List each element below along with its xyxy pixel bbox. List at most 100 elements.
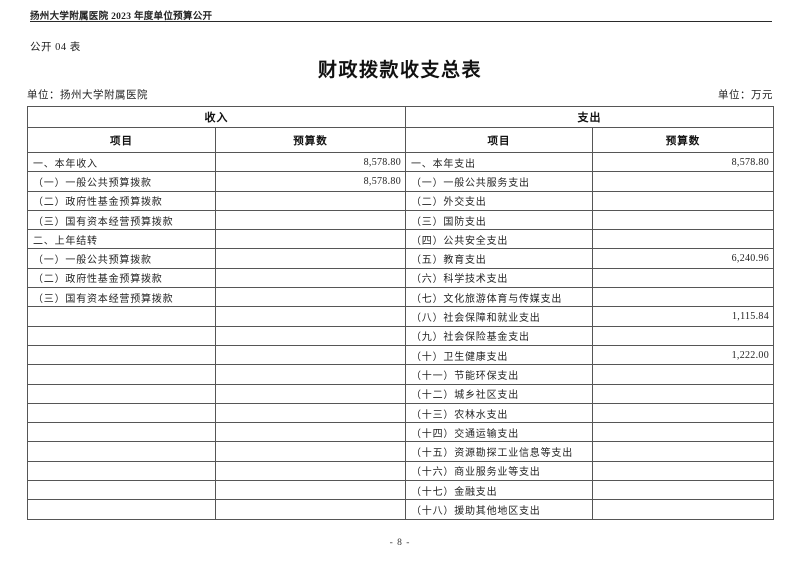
expense-budget-cell xyxy=(592,383,774,404)
table-column-header-row: 项目 预算数 项目 预算数 xyxy=(27,127,774,153)
expense-item-cell: （六）科学技术支出 xyxy=(405,267,593,289)
unit-line: 单位：扬州大学附属医院 单位：万元 xyxy=(27,87,773,102)
income-budget-cell xyxy=(215,422,406,443)
expense-item-cell: （四）公共安全支出 xyxy=(405,229,593,250)
expense-item-cell: （十）卫生健康支出 xyxy=(405,344,593,366)
expense-item-cell: （一）一般公共服务支出 xyxy=(405,171,593,192)
table-row: （十二）城乡社区支出 xyxy=(27,383,774,404)
table-row: （十三）农林水支出 xyxy=(27,402,774,424)
expense-budget-cell xyxy=(592,325,774,346)
expense-budget-cell: 6,240.96 xyxy=(592,248,774,269)
table-row: （三）国有资本经营预算拨款 （三）国防支出 xyxy=(27,209,774,231)
expense-item-cell: （十五）资源勘探工业信息等支出 xyxy=(405,441,593,462)
budget-table: 收入 支出 项目 预算数 项目 预算数 一、本年收入 8,578.80 一、本年支出… xyxy=(27,106,774,520)
income-item-cell: （三）国有资本经营预算拨款 xyxy=(27,209,216,231)
table-group-header-row: 收入 支出 xyxy=(27,106,774,128)
income-budget-cell xyxy=(215,402,406,424)
income-budget-cell xyxy=(215,480,406,501)
unit-currency-label: 单位：万元 xyxy=(718,90,773,101)
expense-item-cell: （十七）金融支出 xyxy=(405,480,593,501)
expense-budget-cell xyxy=(592,267,774,289)
expense-budget-cell: 1,222.00 xyxy=(592,344,774,366)
expense-budget-cell xyxy=(592,402,774,424)
income-item-cell: 二、上年结转 xyxy=(27,229,216,250)
income-budget-cell xyxy=(215,441,406,462)
table-row: （十五）资源勘探工业信息等支出 xyxy=(27,441,774,462)
expense-item-cell: （十二）城乡社区支出 xyxy=(405,383,593,404)
income-budget-cell xyxy=(215,248,406,269)
income-budget-header: 预算数 xyxy=(215,127,406,153)
expense-item-cell: （十六）商业服务业等支出 xyxy=(405,460,593,482)
income-item-cell xyxy=(27,402,216,424)
income-section-header: 收入 xyxy=(27,106,406,128)
document-header-note: 扬州大学附属医院 2023 年度单位预算公开 xyxy=(30,12,213,22)
income-budget-cell xyxy=(215,460,406,482)
income-budget-cell xyxy=(215,325,406,346)
expense-budget-cell: 1,115.84 xyxy=(592,306,774,327)
unit-name-label: 单位：扬州大学附属医院 xyxy=(27,90,148,101)
income-item-header: 项目 xyxy=(27,127,216,153)
income-item-cell xyxy=(27,441,216,462)
income-item-cell xyxy=(27,499,216,520)
expense-budget-cell xyxy=(592,229,774,250)
table-row: （九）社会保险基金支出 xyxy=(27,325,774,346)
expense-item-cell: （五）教育支出 xyxy=(405,248,593,269)
income-item-cell: （二）政府性基金预算拨款 xyxy=(27,267,216,289)
income-item-cell: （三）国有资本经营预算拨款 xyxy=(27,287,216,308)
income-budget-cell xyxy=(215,383,406,404)
income-budget-cell xyxy=(215,344,406,366)
expense-budget-header: 预算数 xyxy=(592,127,774,153)
expense-item-cell: （八）社会保障和就业支出 xyxy=(405,306,593,327)
expense-budget-cell xyxy=(592,287,774,308)
table-row: （二）政府性基金预算拨款 （六）科学技术支出 xyxy=(27,267,774,289)
income-item-cell xyxy=(27,364,216,385)
page-number: - 8 - xyxy=(389,538,411,548)
income-budget-cell xyxy=(215,190,406,211)
expense-item-cell: （十一）节能环保支出 xyxy=(405,364,593,385)
expense-budget-cell xyxy=(592,460,774,482)
header-divider xyxy=(30,21,772,22)
form-number-label: 公开 04 表 xyxy=(30,42,81,53)
expense-budget-cell xyxy=(592,422,774,443)
expense-item-cell: （二）外交支出 xyxy=(405,190,593,211)
expense-item-cell: 一、本年支出 xyxy=(405,151,593,173)
expense-section-header: 支出 xyxy=(405,106,774,128)
expense-budget-cell xyxy=(592,190,774,211)
table-row: （十七）金融支出 xyxy=(27,480,774,501)
expense-budget-cell: 8,578.80 xyxy=(592,151,774,173)
expense-item-cell: （十八）援助其他地区支出 xyxy=(405,499,593,520)
table-row: （八）社会保障和就业支出 1,115.84 xyxy=(27,306,774,327)
page-title: 财政拨款收支总表 xyxy=(317,60,482,81)
expense-budget-cell xyxy=(592,499,774,520)
table-row: 一、本年收入 8,578.80 一、本年支出 8,578.80 xyxy=(27,151,774,173)
table-row: （一）一般公共预算拨款 （五）教育支出 6,240.96 xyxy=(27,248,774,269)
table-row: （十六）商业服务业等支出 xyxy=(27,460,774,482)
expense-item-cell: （十三）农林水支出 xyxy=(405,402,593,424)
expense-item-header: 项目 xyxy=(405,127,593,153)
income-budget-cell xyxy=(215,306,406,327)
expense-item-cell: （三）国防支出 xyxy=(405,209,593,231)
expense-budget-cell xyxy=(592,171,774,192)
income-item-cell: 一、本年收入 xyxy=(27,151,216,173)
income-item-cell xyxy=(27,422,216,443)
income-item-cell xyxy=(27,325,216,346)
table-row: （十八）援助其他地区支出 xyxy=(27,499,774,520)
income-budget-cell xyxy=(215,364,406,385)
table-row: 二、上年结转 （四）公共安全支出 xyxy=(27,229,774,250)
expense-item-cell: （九）社会保险基金支出 xyxy=(405,325,593,346)
table-row: （十一）节能环保支出 xyxy=(27,364,774,385)
income-budget-cell xyxy=(215,267,406,289)
income-budget-cell xyxy=(215,229,406,250)
income-item-cell xyxy=(27,344,216,366)
expense-item-cell: （七）文化旅游体育与传媒支出 xyxy=(405,287,593,308)
income-item-cell xyxy=(27,460,216,482)
expense-budget-cell xyxy=(592,480,774,501)
income-budget-cell xyxy=(215,209,406,231)
income-budget-cell: 8,578.80 xyxy=(215,151,406,173)
table-row: （一）一般公共预算拨款 8,578.80 （一）一般公共服务支出 xyxy=(27,171,774,192)
income-budget-cell: 8,578.80 xyxy=(215,171,406,192)
income-item-cell xyxy=(27,306,216,327)
income-item-cell: （一）一般公共预算拨款 xyxy=(27,248,216,269)
expense-budget-cell xyxy=(592,364,774,385)
